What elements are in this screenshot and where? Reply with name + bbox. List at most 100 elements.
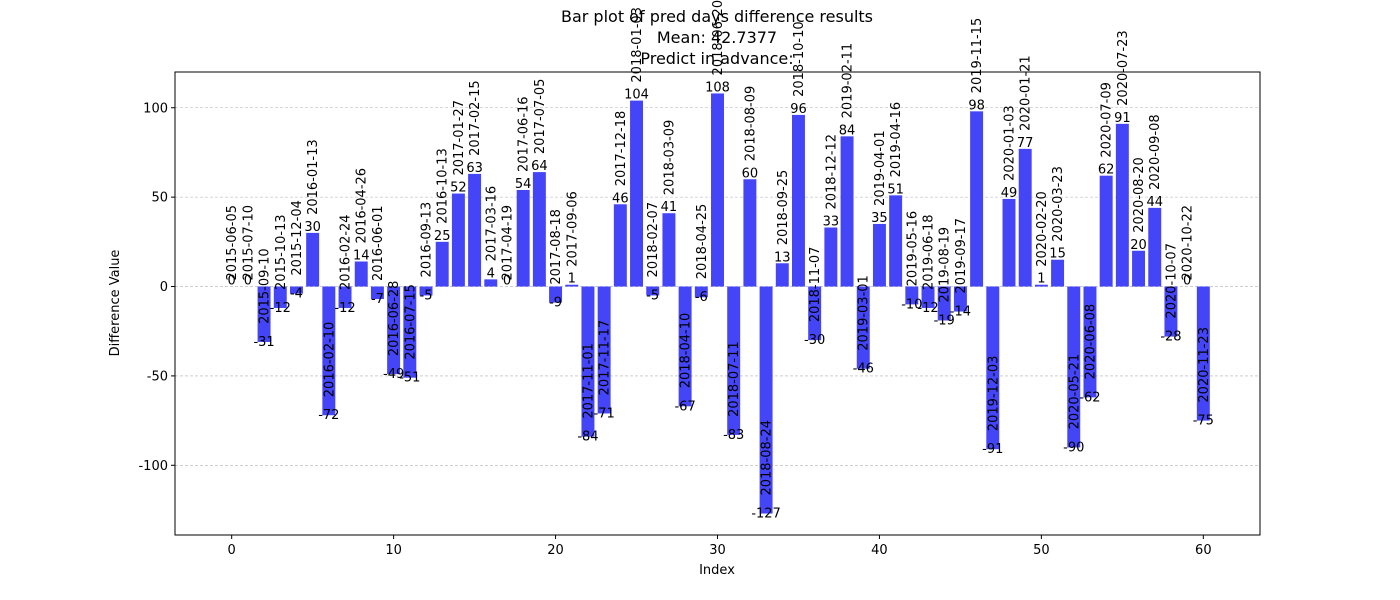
bar-value-label: 0 <box>228 274 236 289</box>
bar <box>273 286 287 308</box>
bar-date-label: 2018-02-07 <box>646 202 661 278</box>
bar-date-label: 2020-02-20 <box>1035 191 1050 267</box>
bar <box>889 195 903 287</box>
bar-value-label: 91 <box>1114 111 1131 126</box>
bar-value-label: -71 <box>594 406 615 421</box>
bar-value-label: 30 <box>304 220 321 235</box>
bar-date-label: 2018-08-09 <box>743 86 758 162</box>
bar-date-label: 2018-07-11 <box>727 341 742 417</box>
bar <box>727 286 741 435</box>
bar-date-label: 2020-10-07 <box>1164 243 1179 319</box>
bar-date-label: 2020-11-23 <box>1197 327 1212 403</box>
bar-value-label: 20 <box>1130 238 1147 253</box>
bar-value-label: -91 <box>982 442 1003 457</box>
y-tick-label: 0 <box>160 280 168 295</box>
bar-value-label: -30 <box>804 333 825 348</box>
bar-value-label: 108 <box>705 80 730 95</box>
bar <box>808 286 822 341</box>
bar <box>905 286 919 305</box>
bar-date-label: 2020-01-21 <box>1019 55 1034 131</box>
bar-value-label: 104 <box>624 88 649 103</box>
bar-value-label: 0 <box>244 274 252 289</box>
bar <box>516 189 530 287</box>
bar-date-label: 2019-11-15 <box>970 18 985 94</box>
y-tick-label: -100 <box>138 459 168 474</box>
bar-date-label: 2017-06-16 <box>517 96 532 172</box>
bar-date-label: 2016-07-15 <box>403 284 418 360</box>
bar-value-label: 52 <box>450 181 467 196</box>
bar-date-label: 2019-12-03 <box>986 356 1001 432</box>
bar-date-label: 2016-02-10 <box>322 322 337 398</box>
bar-date-label: 2018-12-12 <box>824 134 839 210</box>
bar-value-label: 49 <box>1001 186 1018 201</box>
bar-value-label: -19 <box>934 313 955 328</box>
bar-value-label: -5 <box>646 288 659 303</box>
bar <box>532 172 546 287</box>
bar <box>1083 286 1097 398</box>
bar-date-label: 2015-07-10 <box>241 205 256 281</box>
bar-value-label: 51 <box>887 182 904 197</box>
bar <box>1196 286 1210 421</box>
bar <box>468 173 482 287</box>
bar-date-label: 2018-10-10 <box>792 21 807 97</box>
bar-value-label: -75 <box>1193 414 1214 429</box>
bar-value-label: 84 <box>839 123 856 138</box>
bar-value-label: -72 <box>318 408 339 423</box>
bar-date-label: 2019-08-19 <box>938 227 953 303</box>
bar-date-label: 2018-06-20 <box>711 0 726 75</box>
bar-date-label: 2017-02-15 <box>468 80 483 156</box>
bar <box>387 286 401 375</box>
bar <box>743 179 757 287</box>
bar <box>1164 286 1178 337</box>
bar-value-label: 1 <box>1037 272 1045 287</box>
bar-value-label: 98 <box>968 98 985 113</box>
bar-date-label: 2017-04-19 <box>500 205 515 281</box>
bar-labels: 02015-06-0502015-07-10-312015-09-10-1220… <box>225 0 1214 522</box>
bar-value-label: -127 <box>751 507 781 522</box>
bar-date-label: 2019-05-16 <box>905 211 920 287</box>
x-tick-label: 10 <box>385 543 402 558</box>
y-axis-label: Difference Value <box>108 250 123 357</box>
x-tick-label: 50 <box>1033 543 1050 558</box>
bar <box>1115 123 1129 287</box>
bar <box>970 111 984 287</box>
bar-value-label: 62 <box>1098 163 1115 178</box>
bar-value-label: 60 <box>742 166 759 181</box>
bar <box>986 286 1000 450</box>
bar <box>484 279 498 287</box>
bar <box>1034 284 1048 287</box>
bar-value-label: -12 <box>270 301 291 316</box>
bar-date-label: 2015-06-05 <box>225 205 240 281</box>
bar-date-label: 2017-08-18 <box>549 209 564 285</box>
bar <box>759 286 773 514</box>
bar <box>549 286 563 303</box>
bar-value-label: 25 <box>434 229 451 244</box>
bar <box>791 114 805 287</box>
x-axis-label: Index <box>699 563 735 578</box>
bar-value-label: -28 <box>1160 330 1181 345</box>
bar-date-label: 2017-03-16 <box>484 186 499 262</box>
bar <box>824 227 838 287</box>
bar-value-label: -12 <box>917 301 938 316</box>
bar-date-label: 2018-09-25 <box>776 170 791 246</box>
bar <box>1099 175 1113 287</box>
x-tick-label: 20 <box>547 543 564 558</box>
bar-date-label: 2016-09-13 <box>420 202 435 278</box>
x-tick-label: 40 <box>871 543 888 558</box>
bar <box>840 136 854 287</box>
bar-value-label: -14 <box>950 305 971 320</box>
bar <box>662 213 676 287</box>
chart-title-line-1: Bar plot of pred days difference results <box>561 7 873 26</box>
bar-date-label: 2020-07-09 <box>1100 82 1115 158</box>
chart-title-line-2: Mean: 42.7377 <box>657 28 777 47</box>
bar-value-label: -90 <box>1063 440 1084 455</box>
bar-value-label: -6 <box>695 290 708 305</box>
bar-date-label: 2018-04-10 <box>679 313 694 389</box>
bar <box>694 286 708 298</box>
y-tick-label: -50 <box>147 369 168 384</box>
bar-date-label: 2015-10-13 <box>274 214 289 290</box>
bar-value-label: 46 <box>612 191 629 206</box>
bar-value-label: -10 <box>901 297 922 312</box>
bar-value-label: -9 <box>549 296 562 311</box>
